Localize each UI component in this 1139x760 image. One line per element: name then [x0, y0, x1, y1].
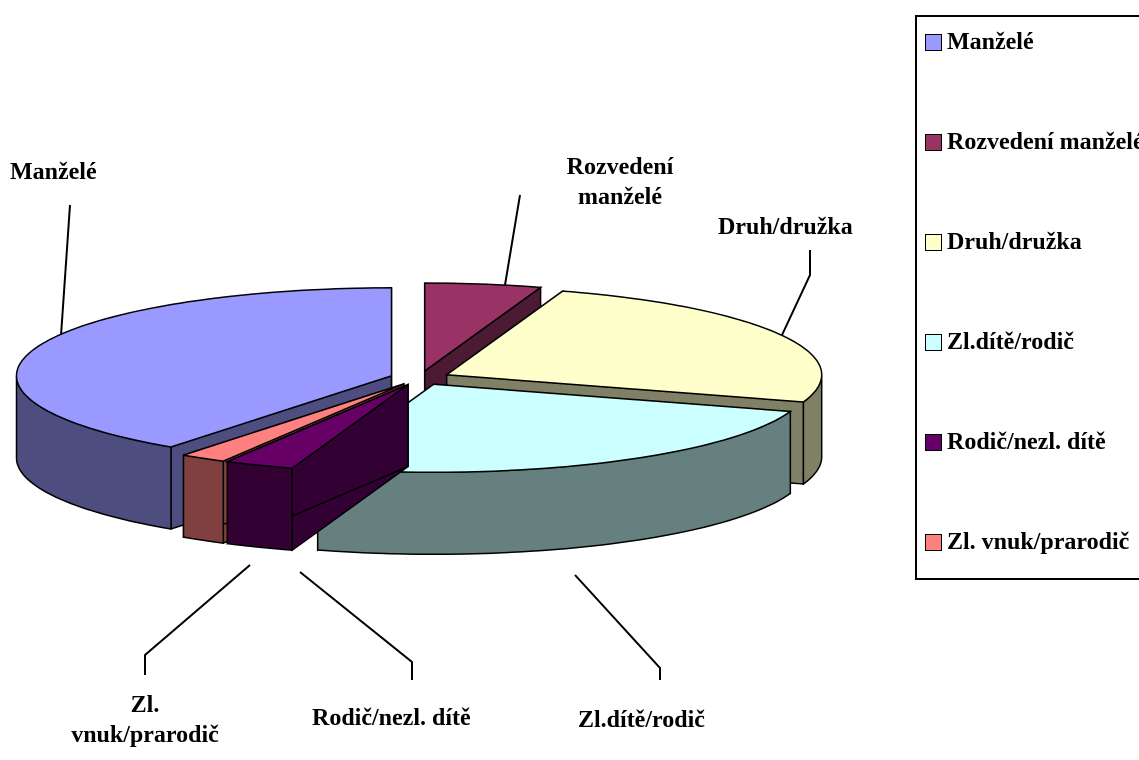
- slice-top: [423, 282, 543, 373]
- leader-line: [774, 250, 811, 351]
- legend-label: Druh/družka: [947, 229, 1082, 255]
- slice-top: [183, 383, 405, 462]
- slice-top: [315, 383, 793, 474]
- legend-label: Zl.dítě/rodič: [947, 329, 1074, 355]
- legend-entry: Druh/družka: [923, 227, 1139, 257]
- legend-swatch: [925, 34, 942, 51]
- slice-top: [444, 290, 823, 403]
- legend-label: Zl. vnuk/prarodič: [947, 529, 1130, 555]
- legend-label: Rozvedení manželé: [947, 129, 1139, 155]
- data-label: Rodič/nezl. dítě: [312, 705, 471, 731]
- slice-top: [224, 383, 409, 469]
- legend-entry: Manželé: [923, 27, 1139, 57]
- legend: Manželé Rozvedení manželé Druh/družka Zl.dí…: [915, 15, 1139, 580]
- slice-top: [15, 287, 393, 448]
- data-label: Manželé: [10, 159, 97, 185]
- leader-line: [59, 204, 71, 351]
- legend-label: Rodič/nezl. dítě: [947, 429, 1106, 455]
- legend-swatch: [925, 434, 942, 451]
- legend-entry: Rozvedení manželé: [923, 127, 1139, 157]
- legend-label: Manželé: [947, 29, 1034, 55]
- data-label: Zl.dítě/rodič: [578, 707, 705, 733]
- legend-swatch: [925, 234, 942, 251]
- leader-line: [144, 564, 251, 675]
- slice-wall: [182, 454, 225, 544]
- leader-line: [299, 571, 413, 680]
- legend-swatch: [925, 534, 942, 551]
- slice-wall: [226, 460, 293, 552]
- legend-entry: Rodič/nezl. dítě: [923, 427, 1139, 457]
- legend-swatch: [925, 334, 942, 351]
- leader-line: [574, 574, 661, 680]
- leader-line: [504, 194, 521, 286]
- data-label: Druh/družka: [718, 214, 853, 240]
- slice: [224, 383, 409, 552]
- legend-entry: Zl.dítě/rodič: [923, 327, 1139, 357]
- legend-swatch: [925, 134, 942, 151]
- data-label: Zl. vnuk/prarodič: [71, 692, 219, 748]
- data-label: Rozvedení manželé: [566, 154, 674, 210]
- legend-entry: Zl. vnuk/prarodič: [923, 527, 1139, 557]
